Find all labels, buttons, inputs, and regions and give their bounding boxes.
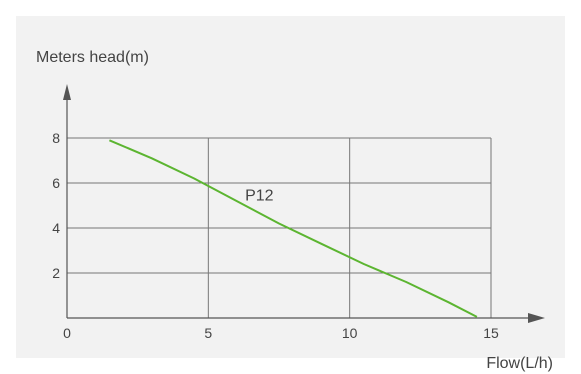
tick-labels: 0 5 10 15 2 4 6 8 [52, 130, 499, 341]
y-tick-label-6: 6 [52, 175, 60, 191]
series-line-p12 [109, 139, 478, 318]
annotation-label-0: P12 [245, 187, 274, 204]
y-axis-label: Meters head(m) [36, 49, 149, 66]
series-layer: P12 [109, 139, 478, 318]
y-axis-arrow [63, 84, 71, 100]
x-tick-label-10: 10 [342, 325, 358, 341]
x-tick-label-0: 0 [63, 325, 71, 341]
x-axis-arrow [528, 313, 545, 323]
y-tick-label-8: 8 [52, 130, 60, 146]
chart-panel [16, 16, 565, 358]
x-tick-label-5: 5 [204, 325, 212, 341]
x-tick-label-15: 15 [483, 325, 499, 341]
y-tick-label-4: 4 [52, 220, 60, 236]
y-tick-label-2: 2 [52, 265, 60, 281]
grid [67, 137, 492, 318]
axes [63, 84, 545, 323]
x-axis-label: Flow(L/h) [486, 355, 553, 372]
